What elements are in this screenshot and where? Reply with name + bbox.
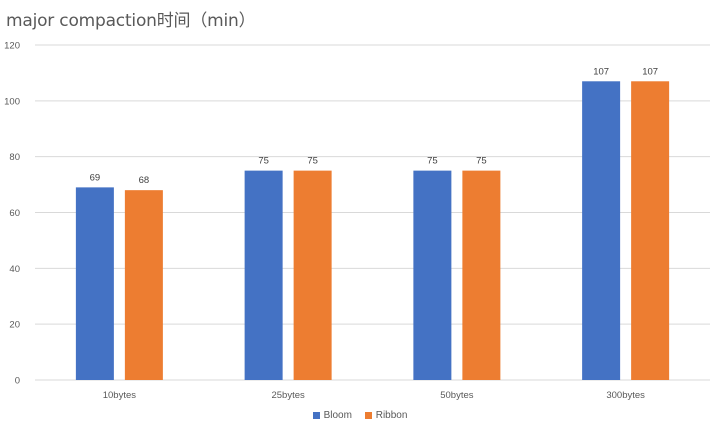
x-tick-label: 50bytes	[440, 390, 474, 401]
y-tick-label: 40	[9, 264, 20, 275]
y-tick-label: 80	[9, 152, 20, 163]
bar-bloom	[244, 170, 283, 380]
bar-ribbon	[631, 81, 670, 381]
data-label: 75	[427, 156, 438, 167]
y-tick-label: 0	[15, 376, 20, 387]
x-tick-label: 25bytes	[271, 390, 305, 401]
legend-item-bloom: Bloom	[312, 410, 352, 421]
data-label: 68	[139, 175, 150, 186]
bar-ribbon	[293, 170, 332, 380]
bar-bloom	[413, 170, 452, 380]
x-tick-label: 10bytes	[103, 390, 137, 401]
legend-swatch-bloom	[312, 411, 320, 419]
data-label: 107	[642, 66, 658, 77]
bar-ribbon	[124, 190, 163, 380]
y-tick-label: 20	[9, 320, 20, 331]
data-label: 69	[90, 172, 101, 183]
data-label: 75	[307, 156, 318, 167]
legend-item-ribbon: Ribbon	[364, 410, 407, 421]
data-label: 107	[593, 66, 609, 77]
chart-title: major compaction时间（min）	[6, 11, 256, 31]
bar-bloom	[582, 81, 621, 381]
data-label: 75	[476, 156, 487, 167]
y-tick-label: 60	[9, 208, 20, 219]
bar-ribbon	[462, 170, 501, 380]
y-tick-label: 100	[4, 96, 20, 107]
chart-legend: Bloom Ribbon	[0, 410, 720, 421]
data-label: 75	[258, 156, 269, 167]
bar-bloom	[75, 187, 114, 380]
legend-swatch-ribbon	[364, 411, 372, 419]
x-tick-label: 300bytes	[606, 390, 645, 401]
y-tick-label: 120	[4, 41, 20, 52]
